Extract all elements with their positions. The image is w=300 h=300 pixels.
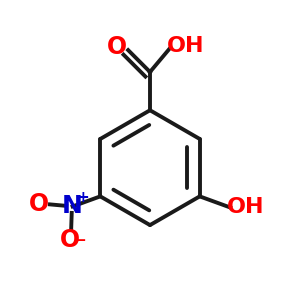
Text: −: − [74,233,86,248]
Text: OH: OH [227,197,264,218]
Text: O: O [107,34,127,58]
Text: O: O [60,228,80,252]
Text: N: N [62,194,83,218]
Text: OH: OH [167,36,205,56]
Text: O: O [29,192,49,216]
Text: +: + [76,190,89,205]
